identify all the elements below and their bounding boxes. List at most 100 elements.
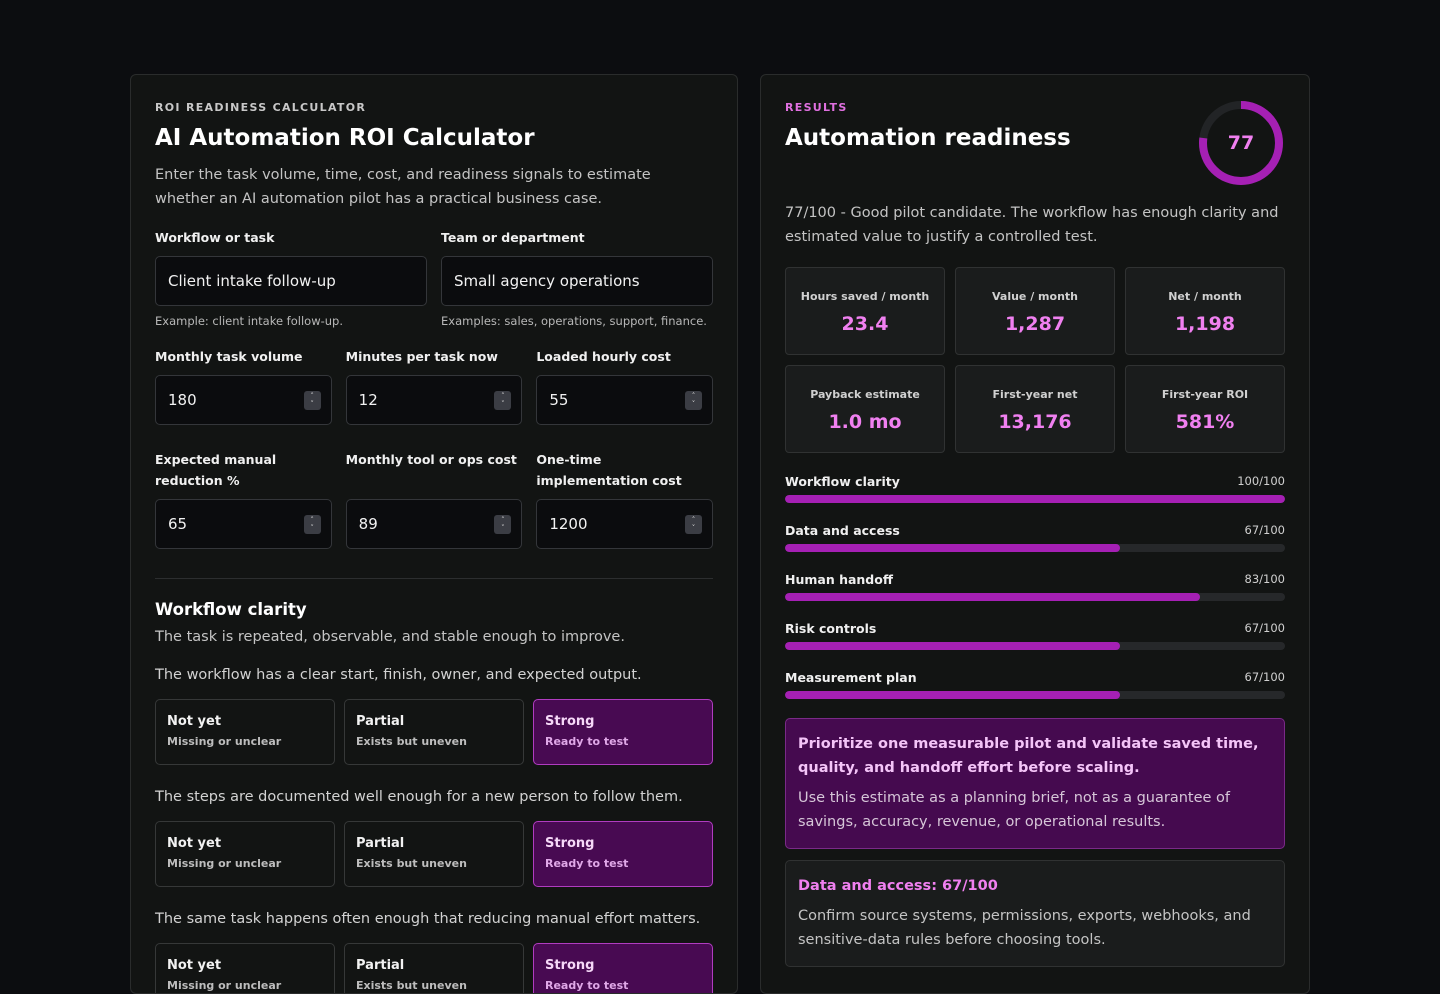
monthly-volume-field: Monthly task volume 180 ˄ ˅ — [155, 346, 332, 425]
workflow-label: Workflow or task — [155, 230, 275, 245]
hourly-cost-input[interactable]: 55 ˄ ˅ — [536, 375, 714, 425]
bar-track — [785, 593, 1285, 601]
bar-workflow-clarity: Workflow clarity 100/100 — [785, 473, 1285, 503]
question-text: The steps are documented well enough for… — [155, 789, 683, 805]
bar-name: Risk controls — [785, 620, 877, 636]
bar-name: Measurement plan — [785, 669, 917, 685]
bar-score: 67/100 — [1244, 523, 1285, 537]
metric-payback: Payback estimate 1.0 mo — [785, 365, 945, 453]
bar-name: Workflow clarity — [785, 473, 900, 489]
metric-value-month: Value / month 1,287 — [955, 267, 1115, 355]
monthly-volume-input[interactable]: 180 ˄ ˅ — [155, 375, 332, 425]
workflow-hint: Example: client intake follow-up. — [155, 314, 343, 328]
metric-net-month: Net / month 1,198 — [1125, 267, 1285, 355]
option-subtitle: Exists but uneven — [356, 735, 467, 748]
option-title: Not yet — [167, 836, 222, 851]
bar-risk-controls: Risk controls 67/100 — [785, 620, 1285, 650]
option-partial[interactable]: Partial Exists but uneven — [344, 821, 524, 887]
bar-score: 67/100 — [1244, 621, 1285, 635]
tool-cost-field: Monthly tool or ops cost 89 ˄ ˅ — [345, 449, 523, 549]
bar-data-access: Data and access 67/100 — [785, 522, 1285, 552]
tool-cost-value: 89 — [358, 515, 378, 533]
stepper-icon[interactable]: ˄ ˅ — [494, 390, 512, 410]
option-subtitle: Missing or unclear — [167, 979, 282, 992]
option-title: Partial — [356, 836, 405, 851]
team-input[interactable]: Small agency operations — [441, 256, 713, 306]
card-title: Data and access: 67/100 — [798, 878, 998, 894]
section-divider — [155, 578, 713, 579]
score-value: 77 — [1227, 132, 1255, 154]
team-hint: Examples: sales, operations, support, fi… — [441, 314, 707, 328]
calculator-description: Enter the task volume, time, cost, and r… — [155, 167, 651, 207]
minutes-per-task-input[interactable]: 12 ˄ ˅ — [345, 375, 523, 425]
option-subtitle: Ready to test — [545, 735, 629, 748]
score-ring-icon — [1199, 101, 1283, 185]
option-group: Not yet Missing or unclear Partial Exist… — [155, 943, 713, 993]
metric-label: Value / month — [991, 290, 1078, 303]
calculator-eyebrow: ROI READINESS CALCULATOR — [155, 101, 367, 114]
tool-cost-input[interactable]: 89 ˄ ˅ — [345, 499, 523, 549]
bar-human-handoff: Human handoff 83/100 — [785, 571, 1285, 601]
metric-value: 1.0 mo — [828, 411, 902, 433]
metric-first-year-net: First-year net 13,176 — [955, 365, 1115, 453]
option-partial[interactable]: Partial Exists but uneven — [344, 943, 524, 993]
monthly-volume-value: 180 — [168, 391, 197, 409]
section-description: The task is repeated, observable, and st… — [155, 629, 625, 645]
stepper-icon[interactable]: ˄ ˅ — [494, 514, 512, 534]
metric-label: First-year ROI — [1161, 388, 1249, 401]
implementation-cost-label: One-time implementation cost — [536, 452, 682, 488]
stepper-icon[interactable]: ˄ ˅ — [685, 390, 703, 410]
stepper-icon[interactable]: ˄ ˅ — [303, 390, 321, 410]
implementation-cost-value: 1200 — [549, 515, 588, 533]
metric-label: First-year net — [992, 388, 1078, 401]
manual-reduction-field: Expected manual reduction % 65 ˄ ˅ — [155, 449, 332, 549]
manual-reduction-input[interactable]: 65 ˄ ˅ — [155, 499, 332, 549]
option-strong[interactable]: Strong Ready to test — [533, 821, 713, 887]
bar-fill — [785, 495, 1285, 503]
bar-track — [785, 544, 1285, 552]
bar-score: 67/100 — [1244, 670, 1285, 684]
option-strong[interactable]: Strong Ready to test — [533, 699, 713, 765]
stepper-icon[interactable]: ˄ ˅ — [303, 514, 321, 534]
bar-track — [785, 691, 1285, 699]
hourly-cost-field: Loaded hourly cost 55 ˄ ˅ — [536, 346, 714, 425]
option-not-yet[interactable]: Not yet Missing or unclear — [155, 821, 335, 887]
manual-reduction-value: 65 — [168, 515, 188, 533]
bar-fill — [785, 642, 1120, 650]
workflow-input[interactable]: Client intake follow-up — [155, 256, 427, 306]
metrics-grid: Hours saved / month 23.4 Value / month 1… — [785, 267, 1285, 453]
calculator-title: AI Automation ROI Calculator — [155, 125, 535, 151]
manual-reduction-label: Expected manual reduction % — [155, 452, 277, 488]
metric-value: 1,287 — [1004, 313, 1066, 335]
metric-value: 23.4 — [841, 313, 889, 335]
option-strong[interactable]: Strong Ready to test — [533, 943, 713, 993]
option-title: Partial — [356, 714, 405, 729]
hourly-cost-label: Loaded hourly cost — [536, 349, 671, 364]
monthly-volume-label: Monthly task volume — [155, 349, 303, 364]
option-title: Strong — [545, 714, 595, 729]
implementation-cost-input[interactable]: 1200 ˄ ˅ — [536, 499, 714, 549]
option-not-yet[interactable]: Not yet Missing or unclear — [155, 699, 335, 765]
question-text: The workflow has a clear start, finish, … — [155, 667, 642, 683]
question-text: The same task happens often enough that … — [155, 911, 701, 927]
tool-cost-label: Monthly tool or ops cost — [345, 452, 517, 467]
bar-name: Human handoff — [785, 571, 893, 587]
bar-fill — [785, 544, 1120, 552]
option-subtitle: Exists but uneven — [356, 857, 467, 870]
option-title: Strong — [545, 836, 595, 851]
section-title: Workflow clarity — [155, 600, 307, 619]
option-not-yet[interactable]: Not yet Missing or unclear — [155, 943, 335, 993]
bar-track — [785, 495, 1285, 503]
callout-title: Prioritize one measurable pilot and vali… — [798, 736, 1259, 776]
option-partial[interactable]: Partial Exists but uneven — [344, 699, 524, 765]
results-summary: 77/100 - Good pilot candidate. The workf… — [785, 205, 1279, 245]
option-title: Partial — [356, 958, 405, 973]
score-bars: Workflow clarity 100/100 Data and access 6… — [785, 473, 1285, 699]
option-subtitle: Ready to test — [545, 857, 629, 870]
results-title: Automation readiness — [785, 125, 1071, 151]
insight-card: Data and access: 67/100 Confirm source s… — [785, 860, 1285, 967]
bar-fill — [785, 691, 1120, 699]
stepper-icon[interactable]: ˄ ˅ — [685, 514, 703, 534]
results-panel: RESULTS Automation readiness 77 77/100 -… — [760, 74, 1310, 994]
option-title: Not yet — [167, 958, 222, 973]
